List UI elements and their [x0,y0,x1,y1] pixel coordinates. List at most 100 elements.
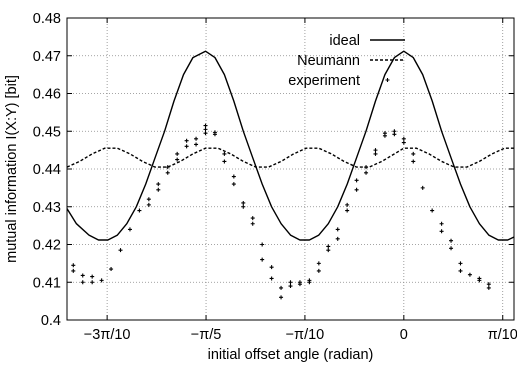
experiment-point [146,202,151,207]
experiment-point [90,280,95,285]
experiment-point [401,136,406,141]
experiment-point [241,200,246,205]
experiment-point [364,170,369,175]
experiment-point [80,273,85,278]
experiment-point [231,174,236,179]
experiment-point [354,178,359,183]
x-tick-label: π/10 [488,327,517,343]
experiment-point [127,227,132,232]
experiment-point [316,268,321,273]
experiment-point [194,142,199,147]
experiment-point [392,132,397,137]
experiment-point [99,278,104,283]
experiment-point [260,257,265,262]
experiment-point [279,295,284,300]
experiment-point [80,280,85,285]
y-tick-label: 0.44 [33,162,61,178]
experiment-point [203,131,208,136]
legend-label-experiment: experiment [288,73,360,89]
experiment-point [71,263,76,268]
experiment-point [184,144,189,149]
experiment-point [288,284,293,289]
legend-label-neumann: Neumann [297,53,360,69]
experiment-point [354,187,359,192]
x-tick-label: −π/5 [191,327,222,343]
experiment-point [335,236,340,241]
experiment-point [175,151,180,156]
experiment-point [401,140,406,145]
experiment-point [288,280,293,285]
y-tick-label: 0.46 [33,87,61,103]
experiment-point [439,229,444,234]
experiment-point [477,276,482,281]
experiment-point [156,182,161,187]
y-tick-label: 0.42 [33,238,61,254]
y-tick-label: 0.48 [33,11,61,27]
y-axis-label: mutual information I(X:Y) [bit] [4,75,20,263]
y-tick-label: 0.41 [33,275,61,291]
experiment-point [345,202,350,207]
experiment-point [326,248,331,253]
experiment-point [175,157,180,162]
series-layer [66,50,515,300]
experiment-point [373,151,378,156]
grid [67,18,514,320]
experiment-point [109,267,114,272]
experiment-point [307,280,312,285]
experiment-point [335,227,340,232]
experiment-point [250,216,255,221]
experiment-point [316,261,321,266]
x-tick-label: −3π/10 [84,327,131,343]
y-tick-label: 0.45 [33,124,61,140]
neumann-line [66,147,514,168]
experiment-point [411,159,416,164]
experiment-point [411,151,416,156]
experiment-point [345,208,350,213]
experiment-point [486,282,491,287]
experiment-point [212,130,217,135]
experiment-point [458,268,463,273]
experiment-point [326,244,331,249]
y-tick-label: 0.47 [33,49,61,65]
experiment-point [297,282,302,287]
experiment-point [184,138,189,143]
experiment-point [222,159,227,164]
experiment-point [241,204,246,209]
experiment-point [231,182,236,187]
experiment-point [467,272,472,277]
experiment-point [449,238,454,243]
experiment-point [420,185,425,190]
experiment-point [165,165,170,170]
experiment-point [194,136,199,141]
experiment-point [118,248,123,253]
ideal-line [66,50,515,241]
experiment-point [269,265,274,270]
experiment-point [203,127,208,132]
experiment-point [250,221,255,226]
experiment-point [364,165,369,170]
y-tick-label: 0.4 [41,313,61,329]
experiment-point [486,285,491,290]
legend-label-ideal: ideal [329,33,360,49]
experiment-point [449,246,454,251]
experiment-point [222,151,227,156]
experiment-point [260,242,265,247]
experiment-point [137,208,142,213]
experiment-point [439,221,444,226]
legend: ideal Neumann experiment [288,33,405,89]
x-tick-label: −π/10 [286,327,325,343]
experiment-point [146,197,151,202]
x-axis-label: initial offset angle (radian) [208,347,374,363]
experiment-point [269,276,274,281]
plot-frame [66,17,515,321]
y-tick-label: 0.43 [33,200,61,216]
experiment-point [203,123,208,128]
x-tick-label: 0 [400,327,408,343]
experiment-point [373,148,378,153]
experiment-point [71,268,76,273]
legend-sample-experiment [385,78,390,82]
experiment-point [382,131,387,136]
experiment-point [458,261,463,266]
experiment-point [165,170,170,175]
